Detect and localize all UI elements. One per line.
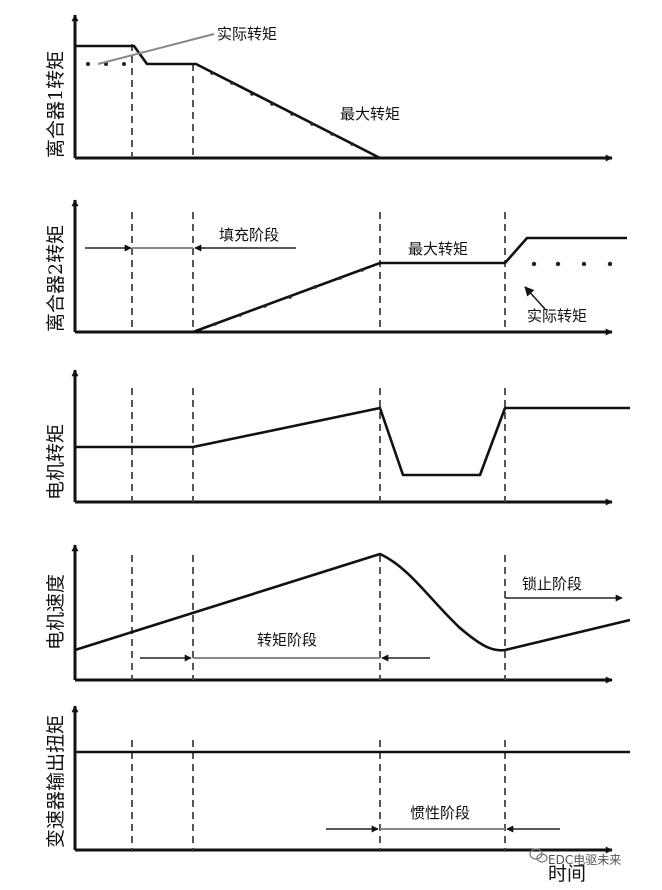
motor-torque-ylabel: 电机转矩	[45, 424, 67, 500]
clutch1-actual-torque-leader	[97, 33, 215, 65]
panel-motor-torque: 电机转矩	[45, 369, 630, 506]
wechat-icon	[529, 848, 548, 863]
clutch2-actual-torque-leader	[524, 286, 546, 310]
clutch2-actual-torque-label: 实际转矩	[527, 307, 587, 325]
watermark-text: EDC电驱未来	[548, 853, 621, 867]
clutch2-ylabel: 离合器2转矩	[45, 225, 67, 332]
panel-clutch2: 离合器2转矩 填充阶段 最大转矩 实际转矩	[45, 199, 627, 336]
output-torque-inertia-label: 惯性阶段	[410, 804, 470, 822]
clutch2-max-torque-curve	[75, 236, 627, 334]
clutch1-max-torque-label: 最大转矩	[340, 105, 400, 123]
panel-clutch1: 离合器1转矩 实际转矩 最大转矩	[45, 14, 613, 162]
motor-speed-curve	[74, 552, 631, 652]
clutch2-fill-phase-label: 填充阶段	[219, 226, 279, 244]
motor-speed-lockup-label: 锁止阶段	[522, 575, 582, 593]
motor-speed-torque-phase-label: 转矩阶段	[257, 631, 317, 649]
time-axis-label: 时间	[548, 863, 586, 885]
motor-speed-ylabel: 电机速度	[45, 574, 67, 650]
panel-output-torque: 变速器输出扭矩 惯性阶段	[45, 705, 630, 854]
clutch2-max-torque-label: 最大转矩	[408, 240, 468, 258]
clutch1-actual-torque-dots	[86, 62, 354, 146]
motor-torque-curve	[75, 406, 630, 477]
output-torque-ylabel: 变速器输出扭矩	[45, 715, 67, 848]
clutch2-actual-torque-dots	[213, 261, 613, 326]
watermark: EDC电驱未来	[529, 848, 621, 867]
panel-motor-speed: 电机速度 锁止阶段 转矩阶段	[45, 544, 631, 684]
clutch1-ylabel: 离合器1转矩	[45, 51, 67, 158]
clutch1-actual-torque-label: 实际转矩	[217, 25, 277, 43]
clutch1-max-torque-curve	[75, 44, 381, 160]
